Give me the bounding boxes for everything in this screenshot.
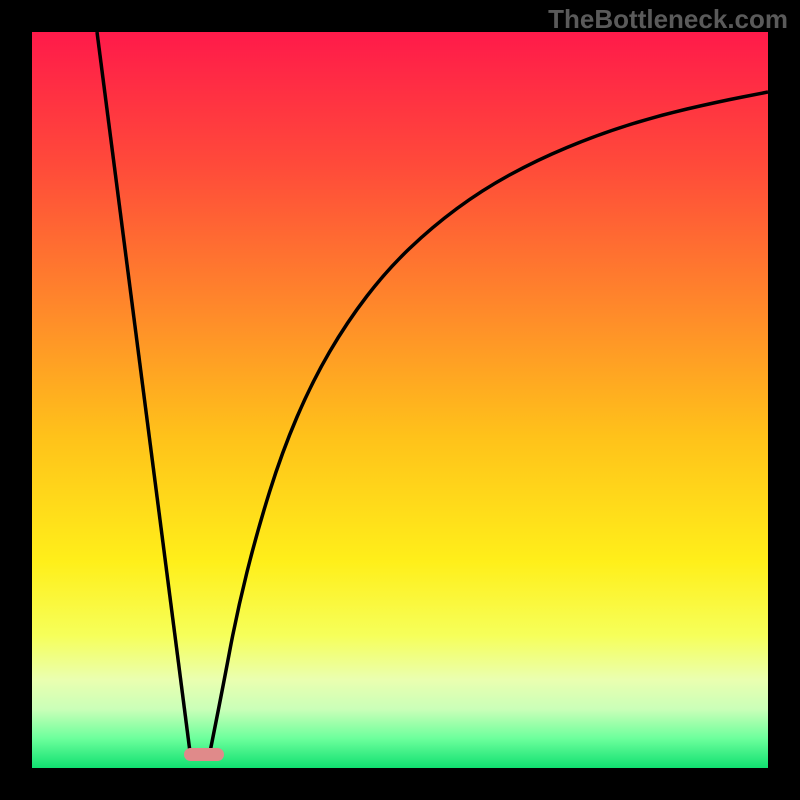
plot-area bbox=[32, 32, 768, 768]
curve-layer bbox=[32, 32, 768, 768]
chart-container: TheBottleneck.com bbox=[0, 0, 800, 800]
left-line bbox=[97, 32, 190, 752]
watermark-text: TheBottleneck.com bbox=[548, 4, 788, 35]
bottleneck-marker bbox=[184, 748, 224, 761]
right-curve bbox=[210, 92, 768, 752]
